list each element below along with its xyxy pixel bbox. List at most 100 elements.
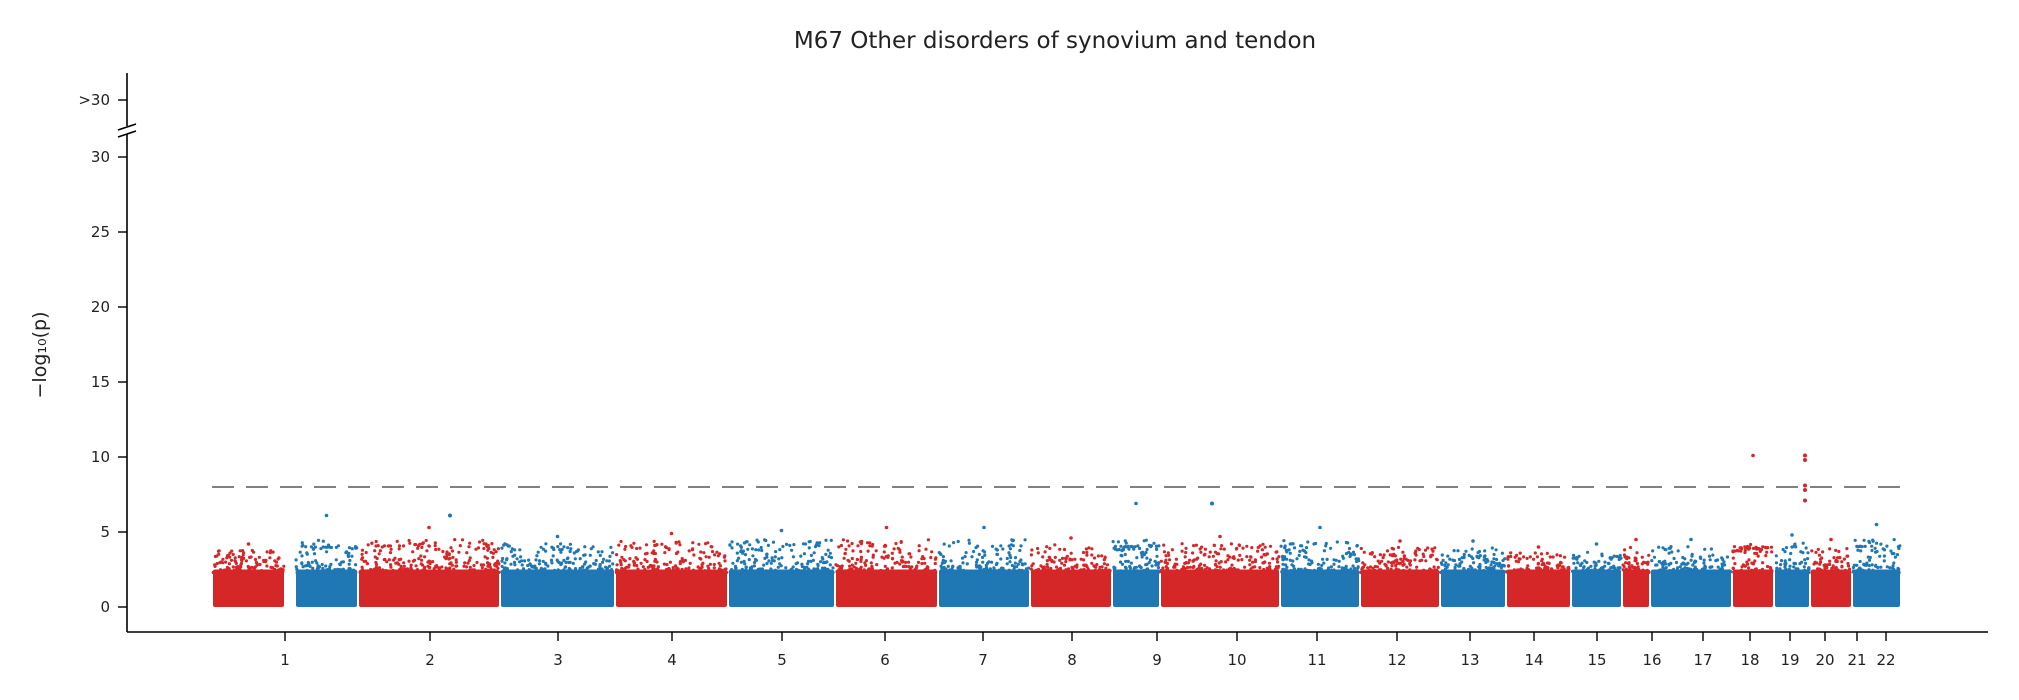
data-point — [553, 568, 557, 573]
data-point — [697, 542, 701, 546]
data-point — [1874, 550, 1878, 554]
data-point — [931, 570, 935, 575]
data-point — [921, 555, 925, 559]
data-point — [723, 559, 727, 563]
data-point — [1259, 555, 1264, 559]
data-point — [1483, 549, 1487, 553]
data-point — [556, 570, 561, 574]
data-point — [423, 565, 427, 569]
data-point — [1545, 551, 1549, 556]
data-point — [970, 555, 974, 559]
data-point — [1686, 570, 1690, 574]
y-axis-label: −log₁₀(p) — [29, 311, 51, 398]
data-point — [1633, 567, 1637, 571]
data-point — [454, 558, 458, 562]
data-point — [334, 545, 338, 550]
data-point — [1592, 569, 1596, 574]
data-point — [1843, 568, 1848, 573]
data-point — [944, 567, 948, 571]
data-point — [1747, 546, 1752, 550]
data-point — [736, 542, 740, 546]
data-point — [1589, 564, 1593, 568]
data-point — [300, 554, 304, 558]
x-tick-label: 10 — [1227, 651, 1246, 669]
data-point — [1867, 564, 1871, 568]
data-point — [1145, 547, 1149, 552]
data-point — [674, 541, 678, 545]
data-point — [1652, 555, 1657, 559]
data-point — [933, 557, 938, 561]
data-point — [626, 570, 630, 574]
data-point — [490, 542, 494, 546]
data-point — [676, 550, 680, 554]
data-point — [1277, 555, 1281, 559]
data-point — [1810, 549, 1814, 553]
data-point — [1322, 570, 1326, 574]
data-point — [241, 553, 245, 557]
data-point — [1473, 568, 1477, 572]
data-point — [213, 564, 217, 569]
data-point — [750, 547, 755, 551]
data-point — [312, 552, 317, 556]
data-point — [760, 567, 765, 571]
data-point — [1174, 557, 1178, 561]
data-point — [1892, 552, 1896, 556]
data-point — [420, 545, 424, 550]
data-point — [1495, 570, 1499, 575]
data-point — [1718, 567, 1722, 572]
data-point — [1744, 546, 1748, 550]
data-point — [1551, 555, 1555, 559]
chromosome-22-points — [1851, 522, 1902, 607]
data-point — [1220, 544, 1224, 548]
data-point — [270, 570, 274, 574]
chromosome-point-band — [1507, 569, 1570, 607]
data-point — [347, 546, 352, 550]
data-point — [1322, 549, 1326, 553]
data-point — [854, 561, 858, 565]
data-point — [866, 549, 870, 553]
data-point — [956, 539, 960, 544]
data-point — [902, 564, 907, 568]
data-point — [894, 541, 898, 546]
data-point — [1567, 570, 1571, 575]
data-point — [382, 544, 387, 548]
data-point — [1354, 557, 1358, 561]
data-point — [409, 566, 413, 570]
data-point — [1837, 549, 1841, 554]
data-point — [1459, 569, 1463, 573]
data-point — [1414, 569, 1418, 573]
data-point — [351, 568, 356, 572]
data-point — [431, 560, 435, 564]
data-point — [847, 544, 851, 548]
data-point — [890, 551, 894, 555]
data-point — [1755, 551, 1759, 556]
data-point — [566, 546, 570, 550]
data-point — [989, 570, 993, 575]
data-point — [1779, 570, 1783, 574]
data-point — [1075, 570, 1079, 574]
data-point — [706, 564, 710, 568]
data-point — [1561, 565, 1565, 569]
data-point — [301, 565, 305, 569]
data-point — [611, 562, 615, 566]
data-point — [748, 543, 752, 547]
data-point — [254, 570, 259, 574]
data-point — [400, 570, 404, 575]
data-point — [630, 545, 634, 550]
data-point — [653, 557, 658, 562]
data-point — [465, 570, 470, 575]
data-point — [1175, 562, 1179, 566]
data-point — [1090, 553, 1094, 557]
data-point — [1765, 564, 1770, 569]
data-point — [1275, 550, 1279, 554]
data-point — [1238, 553, 1242, 558]
data-point — [227, 562, 231, 566]
data-point — [1484, 565, 1488, 570]
data-point — [527, 568, 531, 572]
data-point — [1215, 565, 1219, 569]
data-point — [1034, 570, 1038, 574]
data-point — [680, 559, 684, 563]
data-point — [1436, 565, 1440, 570]
data-point — [1205, 569, 1209, 573]
data-point — [1399, 557, 1403, 561]
